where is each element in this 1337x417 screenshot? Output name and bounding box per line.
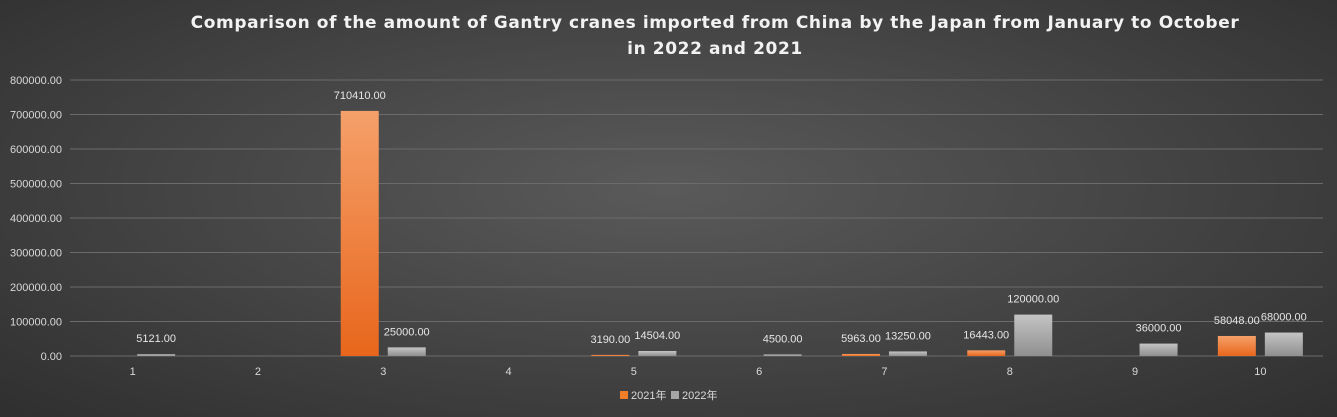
bar-series-2 [137, 354, 176, 356]
legend-swatch [671, 391, 679, 399]
y-tick-label: 200000.00 [10, 282, 62, 294]
x-tick-label: 6 [756, 366, 762, 378]
x-tick-label: 1 [130, 366, 136, 378]
bar-series-2 [763, 354, 802, 356]
data-label: 710410.00 [334, 90, 386, 102]
x-tick-label: 4 [505, 366, 511, 378]
data-label: 68000.00 [1261, 312, 1307, 324]
y-tick-label: 0.00 [41, 351, 62, 363]
bar-series-1 [340, 110, 379, 357]
bar-series-1 [967, 350, 1006, 356]
x-axis-ticks: 1 2 3 4 5 6 7 8 9 10 [130, 366, 1267, 378]
legend-label: 2021年 [631, 388, 666, 402]
bar-series-1 [841, 353, 880, 356]
data-label: 13250.00 [885, 330, 931, 342]
data-label: 58048.00 [1214, 315, 1260, 327]
x-tick-label: 3 [380, 366, 386, 378]
data-label: 5963.00 [841, 333, 881, 345]
y-tick-label: 800000.00 [10, 75, 62, 87]
y-tick-label: 500000.00 [10, 179, 62, 191]
data-label: 120000.00 [1007, 294, 1059, 306]
bars [137, 110, 1303, 357]
bar-series-2 [638, 350, 677, 356]
bar-series-1 [1217, 335, 1256, 356]
y-tick-label: 100000.00 [10, 317, 62, 329]
data-label: 16443.00 [963, 329, 1009, 341]
y-tick-label: 400000.00 [10, 213, 62, 225]
bar-series-2 [1264, 332, 1303, 356]
chart-title-line-1: Comparison of the amount of Gantry crane… [191, 13, 1240, 33]
data-label: 25000.00 [384, 326, 430, 338]
data-label: 5121.00 [136, 333, 176, 345]
data-label: 36000.00 [1136, 323, 1182, 335]
chart-title-line-2: in 2022 and 2021 [627, 39, 803, 59]
bar-series-2 [387, 347, 426, 356]
bar-series-2 [1139, 343, 1178, 356]
bar-series-2 [888, 351, 927, 356]
x-tick-label: 8 [1007, 366, 1013, 378]
bar-series-1 [591, 354, 630, 356]
legend-label: 2022年 [682, 388, 717, 402]
x-tick-label: 10 [1254, 366, 1266, 378]
x-tick-label: 7 [881, 366, 887, 378]
x-tick-label: 2 [255, 366, 261, 378]
gridlines [70, 79, 1323, 357]
legend: 2021年 2022年 [620, 388, 717, 402]
bar-series-2 [1014, 314, 1053, 356]
y-tick-label: 700000.00 [10, 110, 62, 122]
data-label: 4500.00 [763, 333, 803, 345]
legend-swatch [620, 391, 628, 399]
data-label: 14504.00 [634, 330, 680, 342]
data-labels: 710410.00 3190.00 5963.00 16443.00 58048.00 5… [136, 90, 1307, 346]
x-tick-label: 9 [1132, 366, 1138, 378]
x-tick-label: 5 [631, 366, 637, 378]
y-axis-ticks: 0.00 100000.00 200000.00 300000.00 400000.00… [10, 75, 62, 363]
y-tick-label: 600000.00 [10, 144, 62, 156]
data-label: 3190.00 [590, 334, 630, 346]
y-tick-label: 300000.00 [10, 248, 62, 260]
